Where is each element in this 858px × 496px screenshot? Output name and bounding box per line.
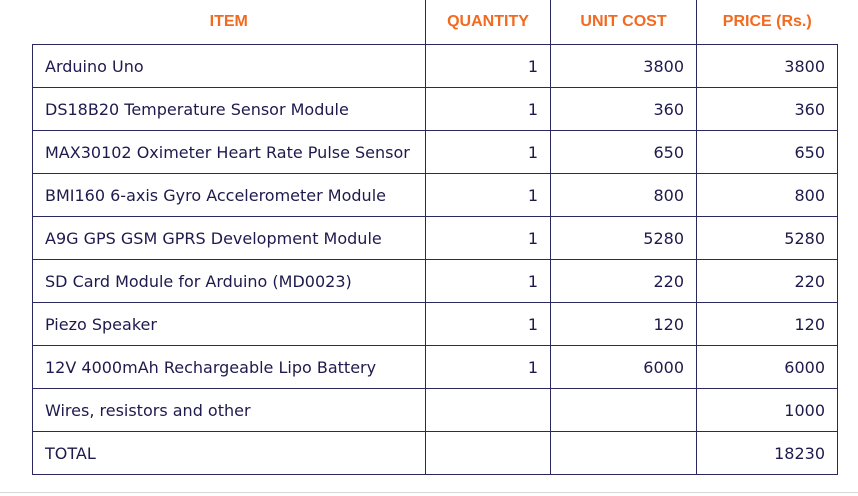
item-cell: Wires, resistors and other bbox=[32, 388, 426, 432]
table-row: A9G GPS GSM GPRS Development Module 1 52… bbox=[32, 216, 838, 260]
quantity-cell: 1 bbox=[425, 87, 551, 131]
table-row: BMI160 6-axis Gyro Accelerometer Module … bbox=[32, 173, 838, 217]
price-cell: 220 bbox=[696, 259, 838, 303]
unit-cost-cell: 120 bbox=[550, 302, 697, 346]
price-cell: 650 bbox=[696, 130, 838, 174]
price-cell: 120 bbox=[696, 302, 838, 346]
item-cell: MAX30102 Oximeter Heart Rate Pulse Senso… bbox=[32, 130, 426, 174]
column-header-quantity: QUANTITY bbox=[425, 0, 551, 45]
table-row: Piezo Speaker 1 120 120 bbox=[32, 302, 838, 346]
unit-cost-cell: 360 bbox=[550, 87, 697, 131]
unit-cost-cell: 3800 bbox=[550, 44, 697, 88]
price-cell: 5280 bbox=[696, 216, 838, 260]
quantity-cell bbox=[425, 388, 551, 432]
unit-cost-cell: 5280 bbox=[550, 216, 697, 260]
total-row: TOTAL 18230 bbox=[32, 431, 838, 475]
unit-cost-cell: 6000 bbox=[550, 345, 697, 389]
quantity-cell: 1 bbox=[425, 259, 551, 303]
quantity-cell: 1 bbox=[425, 173, 551, 217]
item-cell: 12V 4000mAh Rechargeable Lipo Battery bbox=[32, 345, 426, 389]
total-label-cell: TOTAL bbox=[32, 431, 426, 475]
quantity-cell: 1 bbox=[425, 345, 551, 389]
unit-cost-cell: 650 bbox=[550, 130, 697, 174]
table-row: 12V 4000mAh Rechargeable Lipo Battery 1 … bbox=[32, 345, 838, 389]
item-cell: DS18B20 Temperature Sensor Module bbox=[32, 87, 426, 131]
price-cell: 360 bbox=[696, 87, 838, 131]
price-cell: 800 bbox=[696, 173, 838, 217]
item-cell: Arduino Uno bbox=[32, 44, 426, 88]
table-row: MAX30102 Oximeter Heart Rate Pulse Senso… bbox=[32, 130, 838, 174]
table-row: Wires, resistors and other 1000 bbox=[32, 388, 838, 432]
price-cell: 1000 bbox=[696, 388, 838, 432]
item-cell: BMI160 6-axis Gyro Accelerometer Module bbox=[32, 173, 426, 217]
column-header-item: ITEM bbox=[209, 13, 248, 30]
price-cell: 3800 bbox=[696, 44, 838, 88]
unit-cost-cell: 800 bbox=[550, 173, 697, 217]
price-cell: 6000 bbox=[696, 345, 838, 389]
quantity-cell bbox=[425, 431, 551, 475]
total-price-cell: 18230 bbox=[696, 431, 838, 475]
quantity-cell: 1 bbox=[425, 302, 551, 346]
bill-of-materials-table: ITEM QUANTITY UNIT COST PRICE (Rs.) Ardu… bbox=[32, 0, 838, 475]
column-header-price: PRICE (Rs.) bbox=[696, 0, 838, 45]
table-row: SD Card Module for Arduino (MD0023) 1 22… bbox=[32, 259, 838, 303]
table-header-row: ITEM QUANTITY UNIT COST PRICE (Rs.) bbox=[32, 0, 838, 45]
unit-cost-cell: 220 bbox=[550, 259, 697, 303]
item-cell: SD Card Module for Arduino (MD0023) bbox=[32, 259, 426, 303]
quantity-cell: 1 bbox=[425, 44, 551, 88]
quantity-cell: 1 bbox=[425, 216, 551, 260]
table-row: DS18B20 Temperature Sensor Module 1 360 … bbox=[32, 87, 838, 131]
page-divider bbox=[0, 492, 858, 493]
item-cell: A9G GPS GSM GPRS Development Module bbox=[32, 216, 426, 260]
table-row: Arduino Uno 1 3800 3800 bbox=[32, 44, 838, 88]
unit-cost-cell bbox=[550, 431, 697, 475]
unit-cost-cell bbox=[550, 388, 697, 432]
item-cell: Piezo Speaker bbox=[32, 302, 426, 346]
quantity-cell: 1 bbox=[425, 130, 551, 174]
column-header-unit-cost: UNIT COST bbox=[550, 0, 697, 45]
